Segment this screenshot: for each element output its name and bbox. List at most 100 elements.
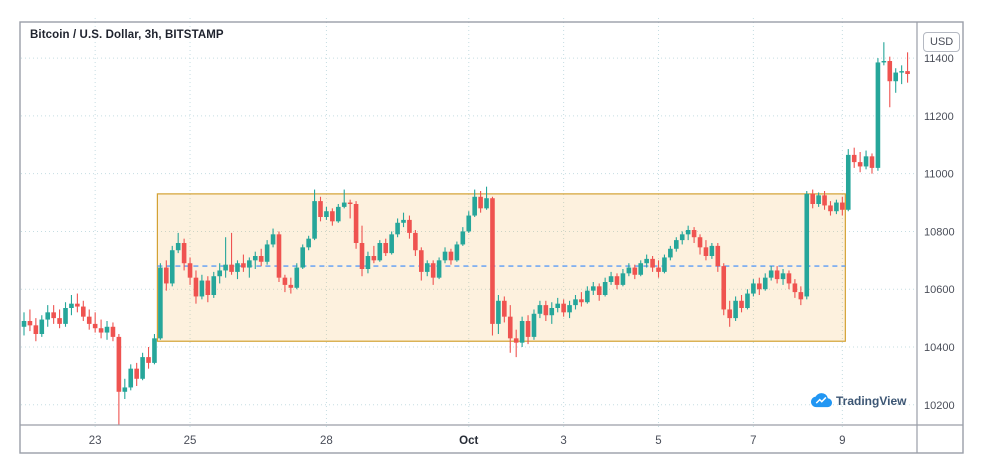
candle-body — [389, 234, 394, 254]
candle-body — [685, 230, 691, 235]
price-axis-label[interactable]: 10200 — [924, 400, 955, 412]
candle-body — [899, 71, 904, 73]
candle-body — [810, 193, 815, 204]
candle-body — [727, 309, 732, 319]
candle-body — [63, 308, 68, 324]
candle-body — [300, 247, 306, 268]
candle-body — [341, 202, 347, 207]
candle-body — [158, 267, 163, 339]
candle-body — [579, 299, 584, 303]
candle-body — [442, 251, 448, 261]
time-axis-label[interactable]: 28 — [320, 435, 333, 447]
candle-body — [424, 263, 430, 272]
candle-body — [614, 276, 620, 285]
candle-body — [383, 243, 389, 254]
candle-body — [330, 211, 335, 222]
tradingview-watermark[interactable]: TradingView — [811, 393, 906, 408]
candle-body — [751, 283, 756, 294]
candle-body — [555, 303, 560, 308]
price-axis-label[interactable]: 10600 — [924, 284, 955, 296]
candle-body — [27, 321, 33, 326]
candle-body — [270, 234, 276, 245]
time-axis-label[interactable]: 25 — [184, 435, 197, 447]
candle-body — [235, 263, 240, 272]
candle-body — [140, 357, 145, 379]
candle-body — [247, 260, 252, 268]
candle-body — [229, 264, 234, 272]
time-axis-label[interactable]: 5 — [655, 435, 661, 447]
candle-body — [834, 202, 839, 212]
candle-body — [69, 303, 74, 308]
candle-body — [780, 273, 786, 280]
candle-body — [217, 270, 222, 277]
candle-body — [460, 231, 466, 245]
candle-body — [205, 280, 211, 295]
candle-body — [905, 71, 910, 74]
candle-body — [828, 205, 833, 212]
candle-body — [691, 230, 697, 238]
candle-body — [697, 237, 703, 248]
candle-body — [81, 306, 86, 317]
candle-body — [656, 267, 661, 272]
candle-body — [502, 300, 507, 317]
candle-body — [282, 277, 288, 285]
time-axis-label[interactable]: 7 — [750, 435, 756, 447]
candle-body — [715, 245, 721, 267]
candle-body — [840, 202, 845, 210]
candle-body — [745, 293, 750, 308]
candle-body — [513, 338, 519, 343]
time-axis-label[interactable]: 9 — [839, 435, 845, 447]
candle-body — [401, 219, 406, 223]
candle-body — [733, 300, 738, 319]
candle-body — [407, 219, 412, 233]
candle-body — [768, 270, 774, 278]
candle-body — [863, 156, 869, 167]
candle-body — [478, 196, 483, 209]
candle-body — [638, 263, 644, 275]
candle-body — [816, 195, 821, 204]
candle-body — [413, 232, 418, 251]
candle-body — [241, 263, 246, 268]
candle-body — [365, 256, 371, 269]
price-axis-label[interactable]: 11000 — [924, 169, 954, 181]
candle-body — [181, 243, 187, 264]
candle-body — [774, 270, 780, 280]
candle-body — [875, 62, 881, 168]
candle-body — [519, 321, 525, 343]
time-axis-label[interactable]: Oct — [459, 435, 478, 447]
price-axis-label[interactable]: 10400 — [924, 342, 955, 354]
candle-body — [472, 196, 477, 216]
consolidation-zone-rectangle[interactable] — [156, 193, 846, 342]
candle-body — [608, 276, 614, 282]
candle-body — [454, 244, 460, 261]
candle-body — [86, 316, 92, 324]
candle-body — [650, 258, 655, 268]
candle-body — [857, 162, 863, 167]
candle-body — [169, 250, 175, 284]
candle-body — [419, 250, 424, 272]
candle-body — [496, 300, 501, 324]
time-axis-label[interactable]: 23 — [89, 435, 102, 447]
candle-body — [537, 305, 543, 314]
watermark-label: TradingView — [836, 393, 907, 408]
candle-body — [116, 336, 122, 392]
price-axis-label[interactable]: 11400 — [924, 53, 954, 65]
candle-body — [845, 154, 851, 210]
candle-body — [798, 292, 804, 300]
candle-body — [318, 201, 323, 217]
candle-body — [146, 357, 151, 363]
price-axis-label[interactable]: 11200 — [924, 111, 954, 123]
candle-body — [57, 318, 62, 324]
candle-body — [484, 198, 489, 209]
price-axis-label[interactable]: 10800 — [924, 226, 955, 238]
candle-body — [668, 248, 673, 258]
candle-body — [436, 260, 442, 278]
candle-body — [490, 198, 495, 324]
candle-body — [223, 264, 228, 271]
currency-badge[interactable]: USD — [923, 32, 961, 52]
candle-body — [709, 245, 715, 256]
candle-body — [359, 243, 365, 269]
candle-body — [98, 328, 104, 333]
time-axis-label[interactable]: 3 — [560, 435, 566, 447]
